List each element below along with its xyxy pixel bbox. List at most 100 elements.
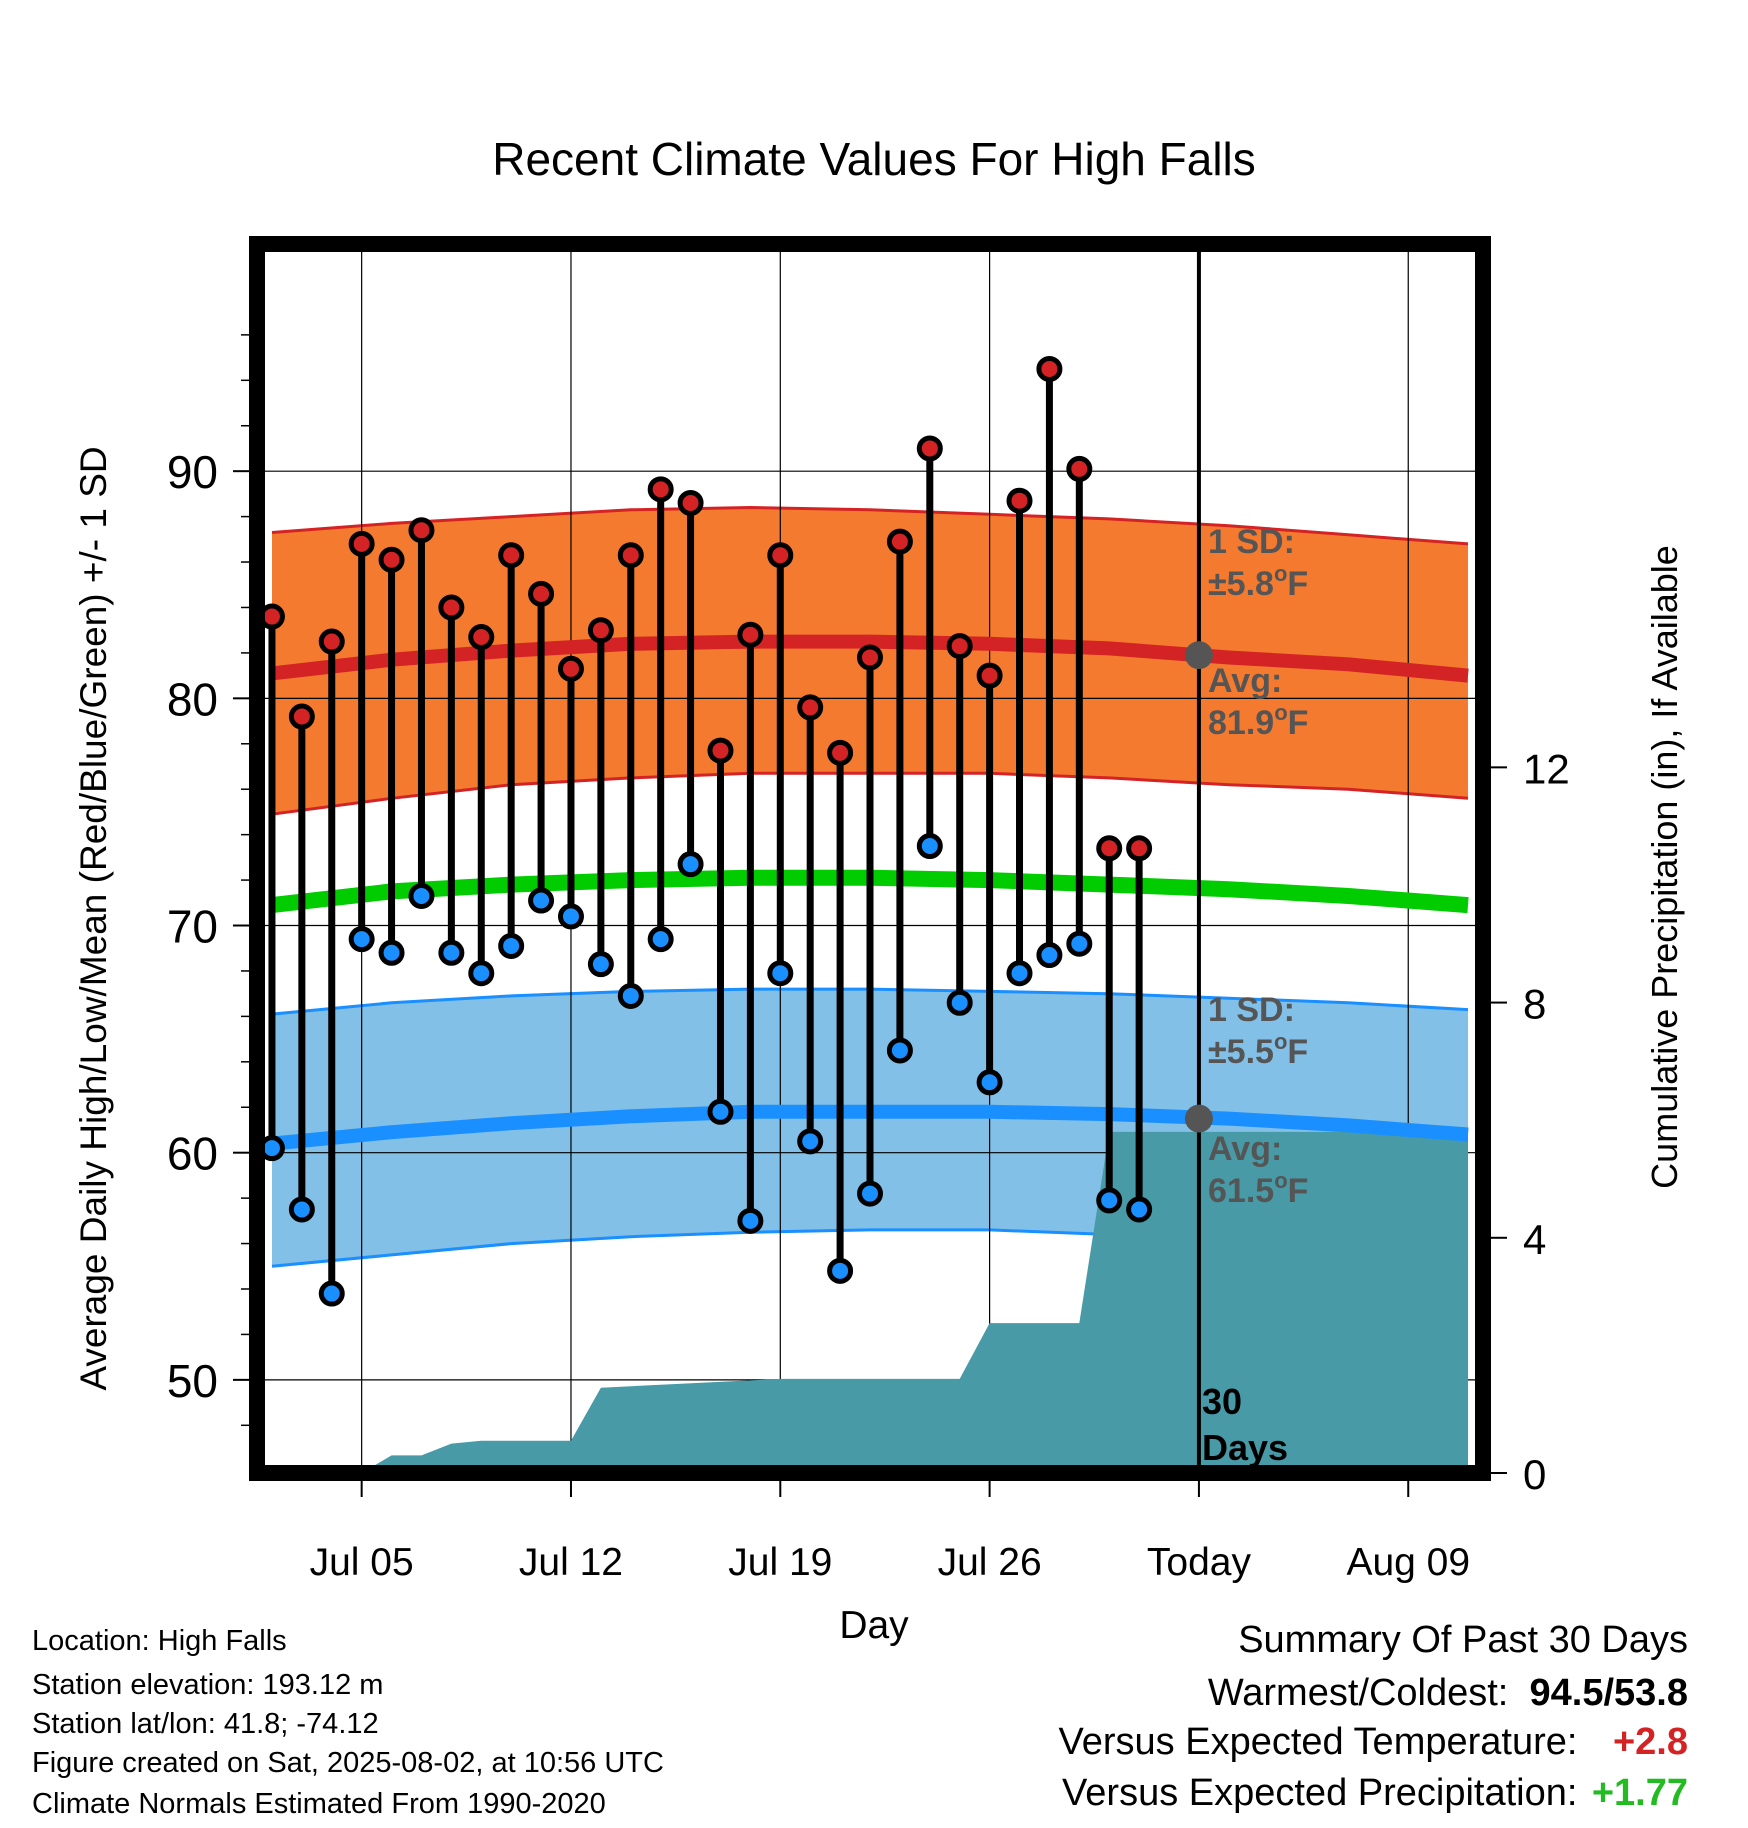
high-point-day-20 (857, 644, 883, 671)
high-point-day-9 (528, 580, 555, 607)
x-tick-label-5: Aug 09 (1346, 1541, 1470, 1584)
high-point-day-1 (288, 703, 315, 730)
days-count-text: 30 (1202, 1381, 1242, 1422)
chart-title: Recent Climate Values For High Falls (492, 133, 1256, 185)
low-point-day-16 (737, 1207, 764, 1234)
days-word-text: Days (1202, 1427, 1288, 1468)
low-point-day-7 (468, 960, 495, 987)
info-elevation: Station elevation: 193.12 m (32, 1669, 384, 1701)
low-point-day-21 (886, 1037, 913, 1064)
high-point-day-28 (1096, 835, 1123, 862)
high-point-day-13 (647, 476, 674, 503)
low-avg-value-text: 61.5 (1208, 1172, 1274, 1210)
low-point-day-10 (557, 903, 584, 930)
low-avg-degree: o (1274, 1168, 1287, 1193)
high-sd-upper-edge (271, 505, 1469, 546)
high-point-day-5 (408, 517, 435, 544)
low-point-day-29 (1126, 1196, 1153, 1223)
low-point-day-24 (976, 1069, 1003, 1096)
high-point-day-8 (498, 542, 525, 569)
high-point-day-17 (767, 542, 794, 569)
low-point-day-8 (498, 932, 525, 959)
high-avg-degree: o (1274, 700, 1287, 725)
low-avg-value: 61.5oF (1208, 1168, 1308, 1210)
high-point-day-12 (617, 542, 644, 569)
high-point-day-11 (587, 617, 614, 644)
y2-tick-label-4: 4 (1523, 1216, 1546, 1263)
summary-temp: Versus Expected Temperature: +2.8 (1059, 1723, 1688, 1761)
days-word: Days (1202, 1427, 1288, 1468)
high-point-day-18 (797, 694, 824, 721)
low-avg-marker (1184, 1104, 1213, 1133)
low-point-day-19 (827, 1257, 854, 1284)
y2-tick-label-8: 8 (1523, 981, 1546, 1028)
y2-axis-label: Cumulative Precipitation (in), If Availa… (1644, 545, 1685, 1189)
summary-precip-label: Versus Expected Precipitation: (1062, 1772, 1578, 1814)
summary-temp-value: +2.8 (1612, 1721, 1688, 1763)
summary-precip: Versus Expected Precipitation: +1.77 (1062, 1774, 1688, 1812)
days-count: 30 (1202, 1381, 1242, 1422)
low-point-day-17 (767, 960, 794, 987)
summary-precip-value: +1.77 (1591, 1772, 1688, 1814)
low-point-day-5 (408, 882, 435, 909)
low-point-day-22 (916, 833, 943, 860)
precip-cumulative-area (272, 1131, 1468, 1473)
low-sd-unit: F (1287, 1033, 1308, 1071)
low-sd-value: ±5.5oF (1208, 1029, 1308, 1071)
low-point-day-12 (617, 982, 644, 1009)
high-point-day-27 (1066, 455, 1093, 482)
y-tick-label-50: 50 (167, 1355, 218, 1407)
summary-heading: Summary Of Past 30 Days (1238, 1619, 1688, 1661)
y-tick-label-60: 60 (167, 1128, 218, 1180)
low-point-day-9 (528, 887, 555, 914)
low-point-day-27 (1066, 930, 1093, 957)
daily-stems (268, 368, 1143, 1294)
high-point-day-24 (976, 662, 1003, 689)
high-point-day-14 (677, 489, 704, 516)
low-point-day-13 (647, 926, 674, 953)
low-point-day-23 (946, 989, 973, 1016)
high-point-day-3 (348, 530, 375, 557)
high-point-day-29 (1126, 835, 1153, 862)
plot-frame (249, 236, 1491, 1481)
high-point-day-7 (468, 624, 495, 651)
low-point-day-18 (797, 1128, 824, 1155)
low-avg-unit: F (1288, 1172, 1309, 1210)
x-tick-label-3: Jul 26 (938, 1541, 1042, 1584)
high-sd-value-text: ±5.8 (1208, 565, 1274, 603)
summary-slash: / (1603, 1672, 1615, 1714)
y-tick-label-90: 90 (167, 446, 218, 498)
low-point-day-15 (707, 1098, 734, 1125)
info-normals: Climate Normals Estimated From 1990-2020 (32, 1788, 606, 1820)
x-axis-label: Day (839, 1604, 909, 1647)
y2-tick-label-12: 12 (1523, 745, 1570, 792)
low-point-day-20 (857, 1180, 883, 1207)
high-point-day-16 (737, 621, 764, 648)
high-point-day-19 (827, 739, 854, 766)
high-avg-label: Avg: (1208, 662, 1282, 700)
high-sd-unit: F (1287, 565, 1308, 603)
low-point-day-2 (318, 1280, 345, 1307)
low-point-day-11 (587, 951, 614, 978)
high-point-day-6 (438, 594, 465, 621)
low-point-day-26 (1036, 942, 1063, 969)
summary-temp-label: Versus Expected Temperature: (1058, 1721, 1578, 1763)
x-tick-label-0: Jul 05 (310, 1541, 414, 1584)
low-sd-value-text: ±5.5 (1208, 1033, 1274, 1071)
low-point-day-6 (438, 939, 465, 966)
low-point-day-4 (378, 939, 405, 966)
low-avg-label: Avg: (1208, 1130, 1282, 1168)
low-point-day-28 (1096, 1187, 1123, 1214)
high-point-day-23 (946, 633, 973, 660)
high-avg-unit: F (1288, 704, 1309, 742)
precip-area (272, 1131, 1468, 1473)
y-tick-label-70: 70 (167, 901, 218, 953)
high-sd-label-text: 1 SD: (1208, 523, 1295, 561)
info-created: Figure created on Sat, 2025-08-02, at 10… (32, 1747, 664, 1779)
summary-warm-value: 94.5 (1529, 1672, 1604, 1714)
plot-border (249, 236, 1491, 1481)
high-point-day-26 (1036, 355, 1063, 382)
low-point-day-25 (1006, 960, 1033, 987)
